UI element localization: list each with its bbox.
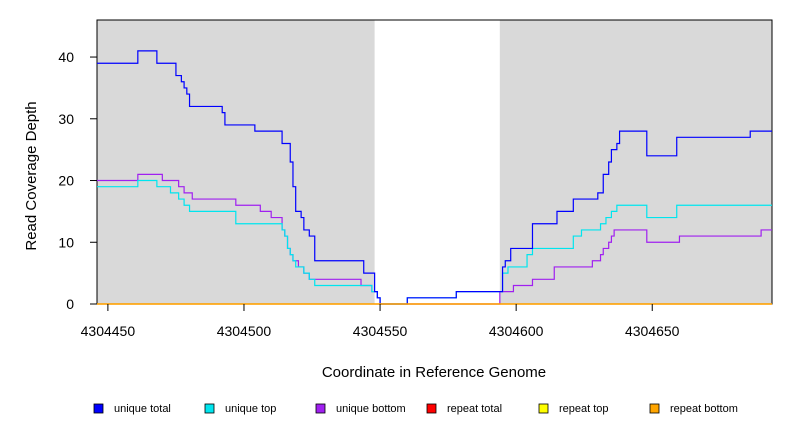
series-unique-total-line (97, 50, 772, 305)
y-axis-title: Read Coverage Depth (23, 101, 40, 250)
shaded-region (499, 20, 772, 304)
x-axis-title: Coordinate in Reference Genome (322, 364, 546, 381)
legend-swatch-repeat-bottom (649, 403, 660, 414)
series-unique-top-line (97, 179, 772, 305)
y-tick-label: 40 (58, 49, 74, 65)
series-lines (97, 50, 772, 305)
legend-swatch-unique-bottom (315, 403, 326, 414)
series-unique-bottom-line (97, 173, 772, 305)
x-tick-label: 4304500 (217, 323, 272, 339)
y-tick-label: 20 (58, 173, 74, 189)
legend-label-unique-top: unique top (225, 403, 276, 415)
x-tick-label: 4304450 (81, 323, 136, 339)
axes: 4304450 4304500 4304550 4304600 4304650 0 10 20… (58, 49, 679, 339)
legend-swatch-unique-total (93, 403, 104, 414)
legend-label-repeat-bottom: repeat bottom (670, 403, 738, 415)
legend-label-unique-total: unique total (114, 403, 171, 415)
legend-swatch-repeat-top (538, 403, 549, 414)
legend-label-unique-bottom: unique bottom (336, 403, 406, 415)
legend-label-repeat-total: repeat total (447, 403, 502, 415)
legend-swatch-repeat-total (426, 403, 437, 414)
y-tick-label: 0 (66, 296, 74, 312)
y-tick-label: 10 (58, 234, 74, 250)
x-tick-label: 4304600 (489, 323, 544, 339)
legend: unique total unique top unique bottom repea… (93, 403, 738, 415)
legend-label-repeat-top: repeat top (559, 403, 609, 415)
y-tick-label: 30 (58, 111, 74, 127)
shaded-region (97, 20, 375, 304)
legend-swatch-unique-top (204, 403, 215, 414)
shaded-regions (97, 20, 772, 304)
x-tick-label: 4304550 (353, 323, 408, 339)
x-tick-label: 4304650 (625, 323, 680, 339)
